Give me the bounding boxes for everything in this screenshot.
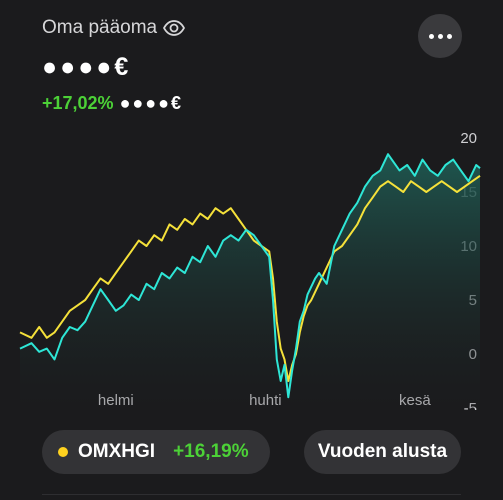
period-label: Vuoden alusta xyxy=(317,441,448,462)
divider xyxy=(42,494,461,495)
yellow-dot-icon xyxy=(58,447,68,457)
portfolio-area xyxy=(20,154,480,408)
index-change: +16,19% xyxy=(173,441,249,462)
title-row: Oma pääoma xyxy=(42,16,186,40)
performance-chart[interactable]: 20151050-5 helmihuhtikesä xyxy=(0,125,503,410)
change-row: +17,02% ●●●●€ xyxy=(42,93,183,114)
index-name: OMXHGI xyxy=(78,441,156,462)
index-selector[interactable]: OMXHGI +16,19% xyxy=(42,430,270,474)
page-title: Oma pääoma xyxy=(42,17,158,38)
more-dots-icon xyxy=(428,33,434,39)
index-line xyxy=(19,174,481,382)
change-amount-masked: ●●●●€ xyxy=(119,93,184,113)
period-selector-button[interactable]: Vuoden alusta xyxy=(304,430,461,474)
more-options-button[interactable] xyxy=(418,14,462,58)
eye-icon[interactable] xyxy=(163,20,186,36)
balance-masked: ●●●●€ xyxy=(42,53,132,81)
portfolio-line xyxy=(19,153,481,399)
change-percent: +17,02% xyxy=(42,93,114,113)
y-tick-label: 20 xyxy=(460,130,477,147)
